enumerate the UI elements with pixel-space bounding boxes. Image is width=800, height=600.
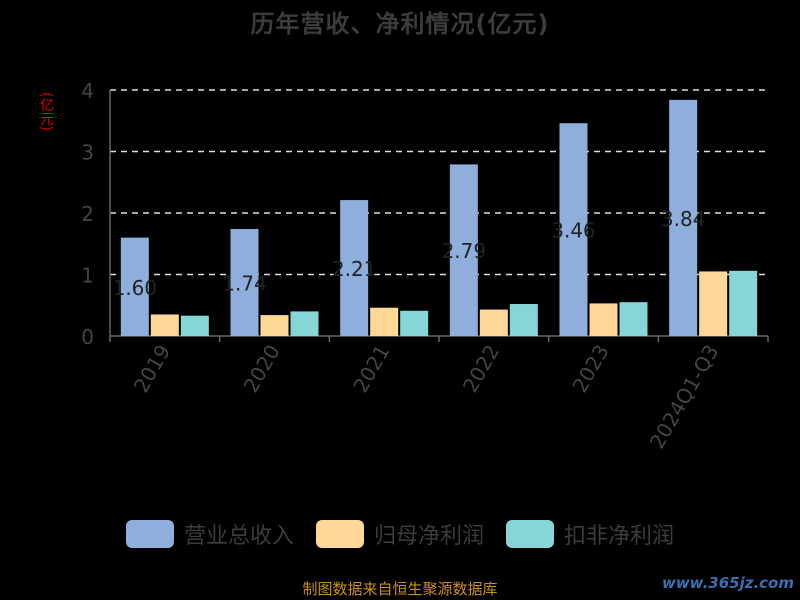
legend-swatch-net-profit — [315, 520, 364, 548]
x-tick-label: 2020 — [239, 341, 285, 397]
data-label-revenue: 1.60 — [113, 276, 158, 300]
bar-归母净利润-2024Q1-Q3 — [699, 271, 728, 336]
bar-归母净利润-2019 — [150, 314, 179, 336]
bar-归母净利润-2022 — [479, 309, 508, 336]
legend-label-deducted-net-profit: 扣非净利润 — [564, 524, 675, 549]
watermark: www.365jz.com — [661, 574, 794, 592]
bar-营业总收入-2019 — [120, 237, 149, 336]
bar-扣非净利润-2022 — [509, 304, 538, 336]
bar-归母净利润-2020 — [260, 315, 289, 336]
y-tick-label: 1 — [81, 264, 94, 288]
legend-item-revenue[interactable]: 营业总收入 — [125, 518, 294, 550]
data-label-revenue: 3.84 — [661, 207, 706, 231]
bar-营业总收入-2023 — [559, 123, 588, 337]
y-axis-unit-label: (亿元) — [38, 92, 54, 131]
y-tick-label: 0 — [81, 325, 94, 349]
bar-营业总收入-2024Q1-Q3 — [669, 99, 698, 336]
chart-title: 历年营收、净利情况(亿元) — [250, 10, 550, 38]
bar-扣非净利润-2019 — [180, 315, 209, 336]
data-label-revenue: 2.21 — [332, 257, 377, 281]
data-label-revenue: 3.46 — [551, 219, 596, 243]
y-tick-label: 3 — [81, 141, 94, 165]
x-tick-label: 2019 — [129, 341, 175, 397]
bar-归母净利润-2023 — [589, 303, 618, 336]
legend-label-net-profit: 归母净利润 — [373, 524, 484, 549]
bar-营业总收入-2021 — [340, 200, 369, 336]
bar-扣非净利润-2023 — [619, 302, 648, 336]
legend-item-net-profit[interactable]: 归母净利润 — [315, 518, 484, 550]
bar-扣非净利润-2021 — [400, 310, 429, 336]
x-tick-label: 2022 — [458, 341, 504, 397]
x-tick-label: 2023 — [568, 341, 614, 397]
chart-legend: 营业总收入 归母净利润 扣非净利润 — [0, 518, 800, 550]
y-tick-label: 4 — [81, 79, 94, 103]
data-label-revenue: 1.74 — [222, 271, 267, 295]
legend-swatch-deducted-net-profit — [506, 520, 554, 548]
data-label-revenue: 2.79 — [442, 239, 487, 263]
legend-swatch-revenue — [125, 520, 174, 548]
bar-扣非净利润-2024Q1-Q3 — [729, 270, 758, 336]
bar-归母净利润-2021 — [370, 307, 399, 336]
x-tick-label: 2024Q1-Q3 — [645, 341, 724, 453]
y-tick-label: 2 — [81, 202, 94, 226]
legend-label-revenue: 营业总收入 — [183, 524, 294, 549]
bar-营业总收入-2020 — [230, 228, 259, 336]
bar-营业总收入-2022 — [449, 164, 478, 336]
x-tick-label: 2021 — [348, 341, 394, 397]
legend-item-deducted-net-profit[interactable]: 扣非净利润 — [506, 518, 674, 550]
bar-扣非净利润-2020 — [290, 311, 319, 336]
data-source-footer: 制图数据来自恒生聚源数据库 — [302, 580, 498, 598]
